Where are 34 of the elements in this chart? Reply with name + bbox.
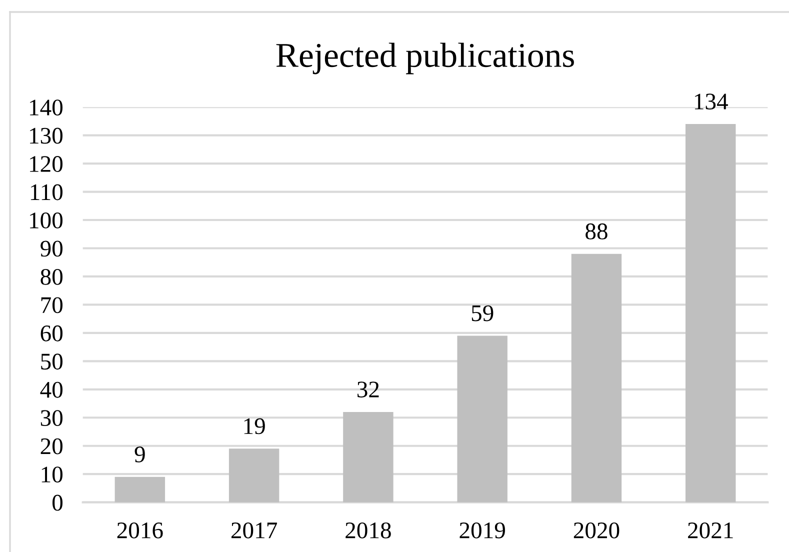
y-tick-label: 100 [30,212,62,228]
data-label: 134 [694,94,728,110]
y-tick-label: 110 [30,184,62,200]
bar [457,336,508,502]
y-tick-label: 90 [40,240,62,257]
data-label: 88 [586,223,608,240]
y-tick-label: 30 [40,410,62,426]
y-tick-label: 140 [30,100,62,116]
x-tick-label: 2017 [231,522,277,538]
bar [343,412,394,502]
bar [686,124,736,502]
x-tick-label: 2020 [574,522,620,538]
y-tick-label: 120 [30,156,62,172]
y-tick-label: 20 [40,438,62,454]
data-label: 59 [472,305,494,322]
bar [228,448,280,502]
chart-title: Rejected publications [276,42,574,74]
y-tick-label: 10 [42,466,62,483]
y-tick-label: 70 [41,297,62,314]
y-tick-label: 50 [41,354,62,370]
bar [571,254,622,502]
x-tick-label: 2016 [117,522,163,538]
data-label: 32 [358,382,379,398]
y-tick-label: 40 [40,382,62,398]
data-label: 9 [134,446,145,462]
x-tick-label: 2021 [688,522,733,538]
data-label: 19 [244,418,265,434]
y-tick-label: 130 [30,128,62,144]
y-tick-label: 80 [40,268,62,285]
bar [114,476,166,502]
y-tick-label: 60 [40,325,62,342]
x-tick-label: 2018 [346,522,391,538]
y-tick-label: 0 [52,494,62,511]
x-tick-label: 2019 [460,522,505,538]
